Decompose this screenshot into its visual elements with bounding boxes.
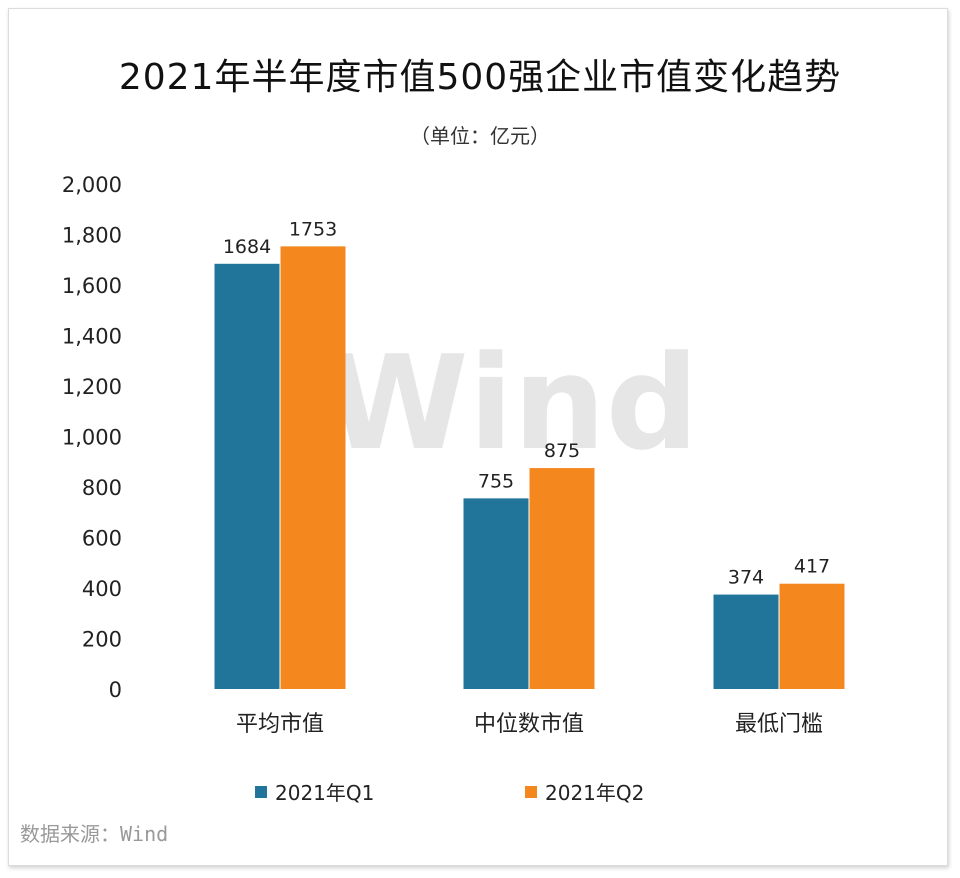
chart-title: 2021年半年度市值500强企业市值变化趋势 — [118, 57, 842, 98]
y-tick-label: 200 — [82, 628, 122, 652]
bar-q2-3 — [779, 583, 845, 689]
category-label: 中位数市值 — [474, 712, 584, 737]
y-tick-label: 2,000 — [62, 173, 122, 197]
data-label-q1-1: 1684 — [223, 236, 271, 258]
data-labels-group: 1684 1753 755 875 374 417 — [223, 218, 830, 588]
category-label: 平均市值 — [236, 712, 324, 737]
y-tick-label: 0 — [109, 678, 122, 702]
legend-label-q2: 2021年Q2 — [545, 781, 645, 805]
y-tick-label: 1,200 — [62, 375, 122, 399]
data-label-q2-2: 875 — [544, 440, 580, 462]
source-note: 数据来源：Wind — [20, 822, 169, 846]
chart-subtitle: （单位：亿元） — [410, 124, 550, 148]
y-tick-label: 1,600 — [62, 274, 122, 298]
y-tick-label: 800 — [82, 476, 122, 500]
y-axis: 0 200 400 600 800 1,000 1,200 1,400 1,600 1,800 2,… — [62, 173, 122, 702]
legend-swatch-q1 — [255, 785, 267, 798]
legend-item-q2: 2021年Q2 — [525, 777, 644, 806]
y-tick-label: 400 — [82, 577, 122, 601]
bars-group — [214, 246, 845, 689]
data-label-q2-1: 1753 — [289, 218, 337, 240]
data-label-q1-3: 374 — [728, 567, 764, 589]
chart-frame — [8, 8, 948, 866]
bar-q1-3 — [713, 594, 779, 689]
y-tick-label: 600 — [82, 527, 122, 551]
bar-q1-2 — [463, 498, 529, 689]
category-labels-group: 平均市值 中位数市值 最低门槛 — [236, 712, 823, 737]
data-label-q1-2: 755 — [478, 470, 514, 492]
watermark: Wind — [325, 327, 699, 479]
bar-q2-2 — [529, 468, 595, 689]
bar-q1-1 — [214, 263, 280, 689]
legend-label-q1: 2021年Q1 — [275, 781, 375, 805]
data-label-q2-3: 417 — [794, 556, 830, 578]
legend-item-q1: 2021年Q1 — [255, 777, 374, 806]
y-tick-label: 1,800 — [62, 224, 122, 248]
legend: 2021年Q1 2021年Q2 — [0, 777, 960, 807]
category-label: 最低门槛 — [735, 712, 823, 737]
y-tick-label: 1,000 — [62, 426, 122, 450]
legend-swatch-q2 — [525, 785, 537, 798]
bar-q2-1 — [280, 246, 346, 689]
y-tick-label: 1,400 — [62, 325, 122, 349]
